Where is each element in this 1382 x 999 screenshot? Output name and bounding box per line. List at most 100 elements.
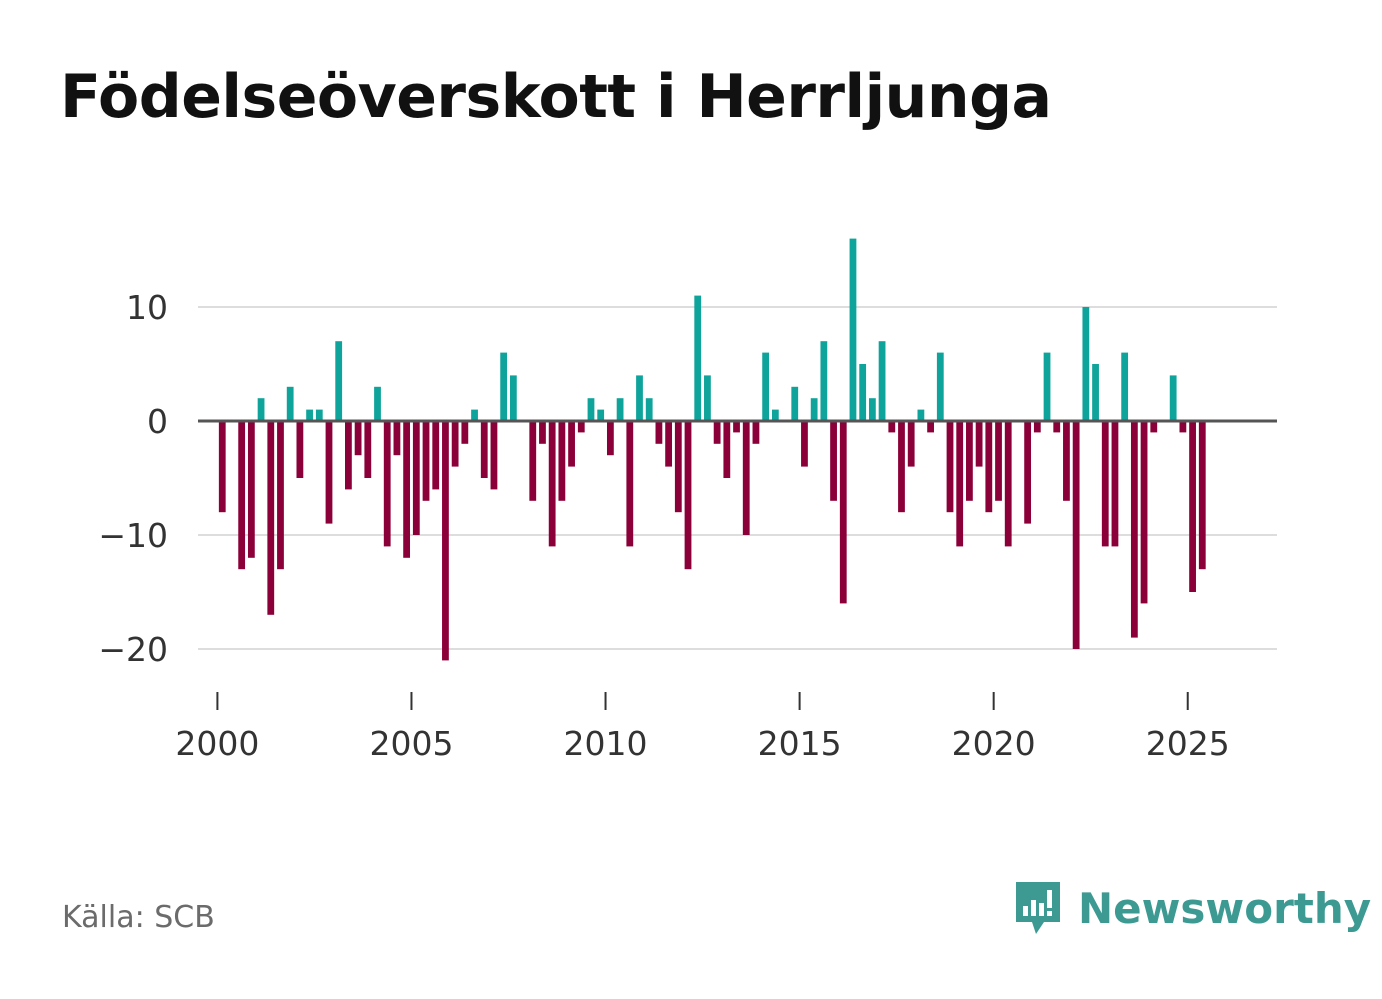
- bar: [694, 295, 702, 421]
- bar: [616, 398, 624, 421]
- chart-title: Födelseöverskott i Herrljunga: [60, 62, 1052, 132]
- bar: [655, 421, 663, 444]
- bar: [839, 421, 847, 604]
- y-tick-label: 10: [126, 288, 168, 327]
- y-axis: 10 0 −10 −20: [98, 288, 168, 669]
- bar: [296, 421, 304, 478]
- bar: [354, 421, 362, 456]
- bar: [975, 421, 983, 467]
- bar: [636, 375, 643, 421]
- bar: [1130, 421, 1138, 638]
- x-tick-label: 2015: [758, 724, 842, 763]
- x-tick-label: 2000: [175, 724, 259, 763]
- bar: [985, 421, 993, 513]
- bar: [471, 409, 478, 421]
- bar: [393, 421, 401, 456]
- bar: [674, 421, 682, 513]
- bar: [383, 421, 391, 547]
- bar: [820, 341, 828, 421]
- y-tick-label: 0: [147, 402, 168, 441]
- bar: [1111, 421, 1119, 547]
- bar: [762, 352, 770, 421]
- bar: [956, 421, 964, 547]
- bar: [325, 421, 333, 524]
- x-tick-label: 2010: [564, 724, 648, 763]
- bar: [849, 238, 857, 421]
- bar: [995, 421, 1002, 501]
- bar: [412, 421, 420, 535]
- bar: [936, 352, 944, 421]
- bar: [277, 421, 284, 570]
- bar: [878, 341, 886, 421]
- bar: [568, 421, 575, 467]
- bar: [1063, 421, 1070, 501]
- bar: [1121, 352, 1129, 421]
- bar: [374, 386, 381, 421]
- bar: [587, 398, 595, 421]
- bar: [665, 421, 673, 467]
- bar: [1198, 421, 1206, 570]
- bar: [859, 364, 867, 421]
- bar-series: [218, 238, 1206, 661]
- bar: [218, 421, 226, 513]
- bar: [548, 421, 556, 547]
- bar: [364, 421, 372, 478]
- bar: [684, 421, 692, 570]
- bar: [1092, 364, 1099, 421]
- bar: [927, 421, 934, 433]
- bar: [558, 421, 566, 501]
- bar: [966, 421, 973, 501]
- bar: [771, 409, 779, 421]
- source-label: Källa: SCB: [62, 900, 215, 935]
- bar: [752, 421, 760, 444]
- bar: [345, 421, 352, 490]
- bar: [529, 421, 537, 501]
- bar: [539, 421, 546, 444]
- bar: [810, 398, 818, 421]
- bar: [1140, 421, 1148, 604]
- bar: [577, 421, 585, 433]
- bar: [1189, 421, 1196, 592]
- bar: [907, 421, 915, 467]
- bar: [723, 421, 731, 478]
- bar: [917, 409, 925, 421]
- y-tick-label: −10: [98, 516, 168, 555]
- bar: [490, 421, 498, 490]
- bar: [704, 375, 711, 421]
- gridlines: [198, 306, 1277, 650]
- bar: [1053, 421, 1061, 433]
- bar: [1072, 421, 1080, 649]
- x-tick-label: 2025: [1146, 724, 1230, 763]
- bar: [451, 421, 459, 467]
- bar: [335, 341, 343, 421]
- y-tick-label: −20: [98, 630, 168, 669]
- bar: [432, 421, 440, 490]
- bar: [645, 398, 653, 421]
- bar: [257, 398, 265, 421]
- bar: [868, 398, 876, 421]
- bar: [626, 421, 634, 547]
- bar: [713, 421, 721, 444]
- bar: [1169, 375, 1177, 421]
- bar: [1101, 421, 1109, 547]
- brand-logo[interactable]: Newsworthy: [1012, 878, 1371, 938]
- bar: [1043, 352, 1051, 421]
- bar: [306, 409, 313, 421]
- bar: [888, 421, 896, 433]
- bar: [898, 421, 905, 513]
- bar: [1033, 421, 1041, 433]
- bar: [791, 386, 799, 421]
- x-axis: 2000 2005 2010 2015 2020 2025: [175, 692, 1230, 763]
- bar: [1179, 421, 1187, 433]
- newsworthy-logo-icon: [1016, 882, 1060, 934]
- bar: [1082, 307, 1090, 421]
- bar: [461, 421, 469, 444]
- bar: [801, 421, 808, 467]
- x-tick-label: 2005: [369, 724, 453, 763]
- bar: [403, 421, 411, 558]
- bar: [315, 409, 323, 421]
- bar: [238, 421, 246, 570]
- bar: [830, 421, 837, 501]
- bar: [733, 421, 740, 433]
